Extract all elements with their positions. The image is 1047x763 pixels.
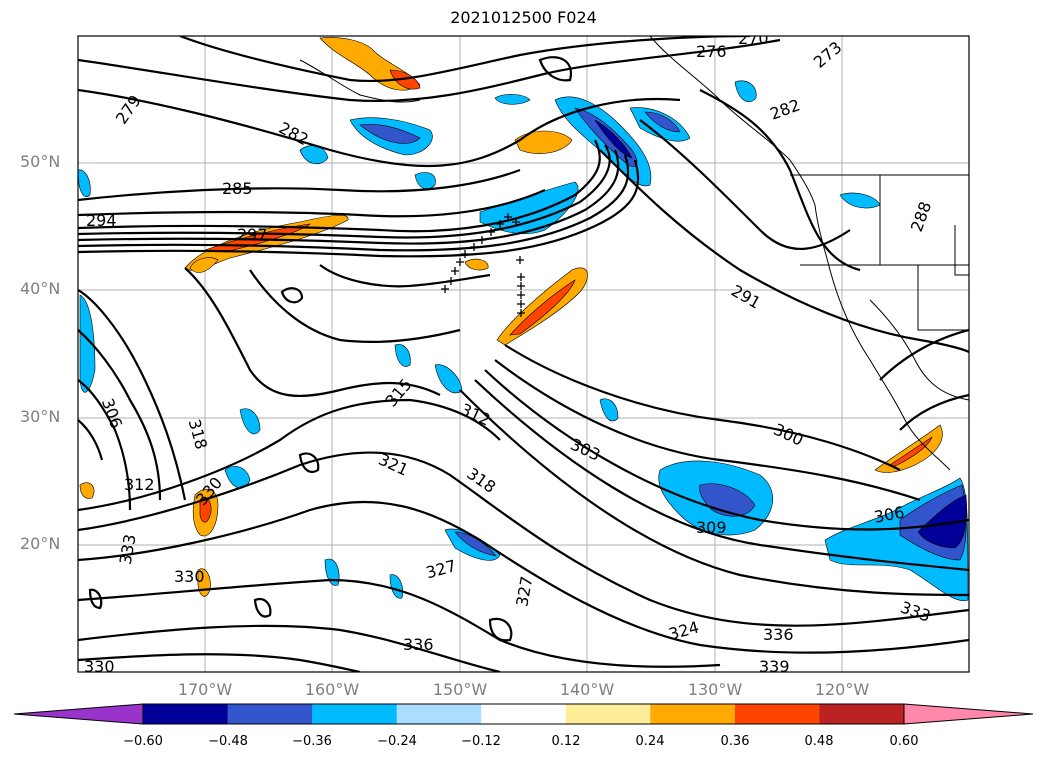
colorbar-tick-label: 0.12 — [551, 734, 581, 749]
colorbar-tick-label: 0.36 — [720, 734, 750, 749]
contour-label: 270 — [738, 29, 769, 48]
contour-label: 330 — [174, 567, 205, 586]
colorbar-cell — [650, 704, 736, 724]
lon-label: 150°W — [432, 680, 488, 699]
lon-label: 160°W — [304, 680, 360, 699]
colorbar-cell — [565, 704, 651, 724]
lon-label: 140°W — [559, 680, 615, 699]
colorbar-extend-low — [14, 704, 143, 724]
lat-label: 20°N — [20, 534, 61, 553]
lat-label: 40°N — [20, 279, 61, 298]
colorbar-tick-label: −0.36 — [292, 734, 332, 749]
colorbar-cell — [227, 704, 313, 724]
colorbar-tick-label: −0.12 — [461, 734, 501, 749]
colorbar-cell — [734, 704, 820, 724]
colorbar-cell — [819, 704, 905, 724]
contour-label: 309 — [696, 518, 727, 537]
colorbar-cell — [312, 704, 398, 724]
colorbar-extend-high — [904, 704, 1033, 724]
height-contours — [78, 36, 969, 672]
lon-label: 120°W — [814, 680, 870, 699]
contour-label: 330 — [84, 657, 115, 676]
colorbar-tick-label: 0.60 — [889, 734, 919, 749]
lon-label: 170°W — [177, 680, 233, 699]
colorbar-cell — [481, 704, 567, 724]
colorbar-tick-label: −0.24 — [377, 734, 417, 749]
map-frame — [77, 35, 970, 673]
lat-label: 50°N — [20, 152, 61, 171]
contour-label: 276 — [696, 42, 727, 61]
colorbar-cell — [396, 704, 482, 724]
contour-label: 336 — [763, 625, 794, 644]
contour-label: 312 — [124, 475, 155, 494]
colorbar-tick-label: 0.48 — [804, 734, 834, 749]
contour-label: 339 — [759, 657, 790, 676]
colorbar-tick-label: 0.24 — [635, 734, 665, 749]
coastline — [299, 36, 969, 471]
contour-label: 294 — [86, 211, 117, 230]
colorbar-cell — [143, 704, 229, 724]
contour-label: 336 — [403, 635, 434, 654]
lat-label: 30°N — [20, 407, 61, 426]
colorbar — [13, 703, 1034, 725]
weather-map: 279 282 285 294 297 276 270 273 282 288 … — [77, 29, 970, 676]
map-title: 2021012500 F024 — [450, 8, 597, 27]
colorbar-tick-label: −0.60 — [123, 734, 163, 749]
graticule — [78, 36, 969, 672]
contour-label: 285 — [222, 179, 253, 198]
plus-markers — [441, 213, 525, 317]
lon-label: 130°W — [687, 680, 743, 699]
colorbar-tick-label: −0.48 — [208, 734, 248, 749]
contour-label: 297 — [237, 225, 268, 244]
